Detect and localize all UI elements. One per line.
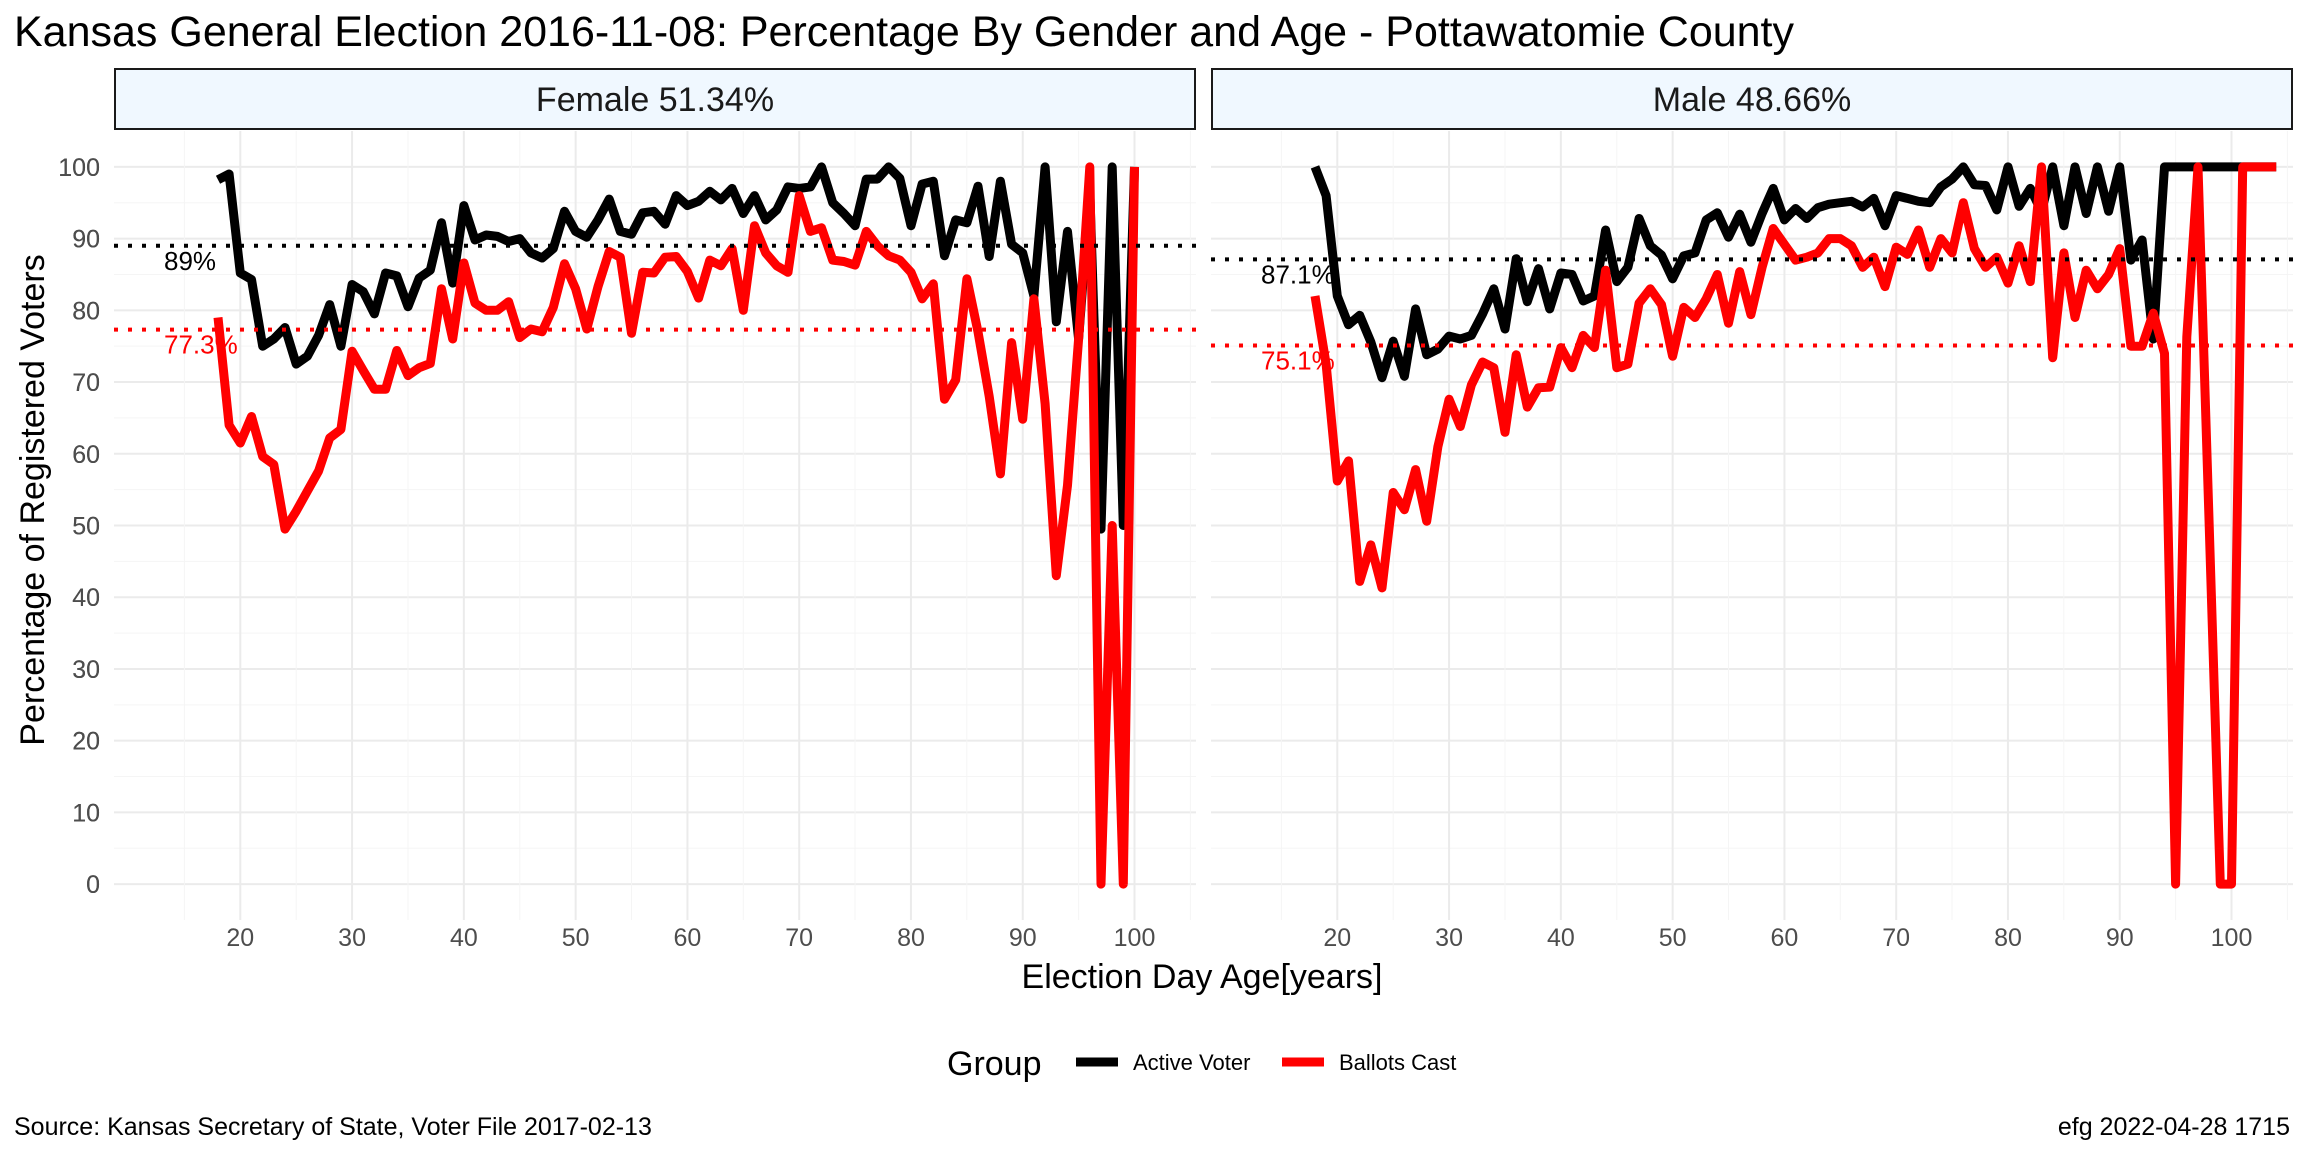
y-tick-label: 30: [72, 656, 100, 684]
series-line-active-voter: [215, 162, 1139, 534]
legend-label-active-voter: Active Voter: [1133, 1050, 1250, 1075]
y-tick-label: 20: [72, 728, 100, 756]
x-tick-label: 60: [1771, 924, 1799, 952]
x-tick-label: 50: [1659, 924, 1687, 952]
gridlines: [114, 131, 1196, 920]
y-tick-label: 90: [72, 226, 100, 254]
x-tick-label: 100: [2211, 924, 2253, 952]
facet-strip-label: Female 51.34%: [536, 81, 774, 119]
facet-strip: [1211, 68, 2293, 130]
y-axis-title: Percentage of Registered Voters: [14, 254, 52, 745]
y-tick-label: 60: [72, 441, 100, 469]
x-tick-label: 70: [1882, 924, 1910, 952]
x-tick-label: 100: [1114, 924, 1156, 952]
x-axis-title: Election Day Age[years]: [1022, 958, 1383, 996]
y-tick-label: 10: [72, 799, 100, 827]
source-caption: Source: Kansas Secretary of State, Voter…: [14, 1113, 652, 1141]
facet-strip: [114, 68, 1196, 130]
reference-line-label: 77.3%: [164, 330, 238, 360]
series-line-ballots-cast: [213, 162, 1139, 889]
x-tick-label: 20: [1323, 924, 1351, 952]
y-tick-label: 10: [72, 799, 100, 827]
x-tick-label: 60: [674, 924, 702, 952]
x-tick-label: 40: [450, 924, 478, 952]
y-tick-label: 90: [72, 226, 100, 254]
x-tick-label: 50: [562, 924, 590, 952]
y-tick-label: 70: [72, 369, 100, 397]
x-tick-label: 40: [1547, 924, 1575, 952]
x-tick-label: 70: [785, 924, 813, 952]
y-tick-label: 30: [72, 656, 100, 684]
y-tick-label: 80: [72, 297, 100, 325]
y-tick-label: 20: [72, 728, 100, 756]
y-tick-label: 70: [72, 369, 100, 397]
y-tick-label: 100: [58, 154, 100, 182]
y-tick-label: 0: [86, 871, 100, 899]
y-tick-label: 40: [72, 584, 100, 612]
x-tick-label: 90: [1009, 924, 1037, 952]
chart-title: Kansas General Election 2016-11-08: Perc…: [14, 8, 1795, 56]
x-tick-label: 30: [1435, 924, 1463, 952]
y-tick-label: 80: [72, 297, 100, 325]
x-tick-label: 80: [897, 924, 925, 952]
gridlines: [1211, 131, 2293, 920]
y-tick-label: 50: [72, 513, 100, 541]
y-tick-label: 100: [58, 154, 100, 182]
legend-title: Group: [947, 1045, 1042, 1083]
facet-panel-female: Female 51.34% 0 10 20 30 40 50 60 70 80 90 100 20 30 4…: [58, 68, 1196, 952]
y-tick-label: 40: [72, 584, 100, 612]
reference-line-label: 89%: [164, 246, 216, 276]
x-tick-label: 20: [226, 924, 254, 952]
series-line-ballots-cast: [1310, 162, 2277, 889]
x-tick-label: 90: [2106, 924, 2134, 952]
facet-panel-male: Male 48.66% 0 10 20 30 40 50 60 70 80 90 100 20 30 40 5…: [58, 68, 2293, 952]
y-tick-label: 0: [86, 871, 100, 899]
credit-caption: efg 2022-04-28 1715: [2058, 1113, 2290, 1141]
series-line-active-voter: [1310, 162, 2277, 383]
legend: Group Active Voter Ballots Cast: [947, 1045, 1456, 1083]
y-tick-label: 60: [72, 441, 100, 469]
y-tick-label: 50: [72, 513, 100, 541]
facet-strip-label: Male 48.66%: [1653, 81, 1851, 119]
x-tick-label: 30: [338, 924, 366, 952]
reference-line-label: 75.1%: [1261, 345, 1335, 375]
legend-label-ballots-cast: Ballots Cast: [1339, 1050, 1456, 1075]
x-tick-label: 80: [1994, 924, 2022, 952]
reference-line-label: 87.1%: [1261, 259, 1335, 289]
